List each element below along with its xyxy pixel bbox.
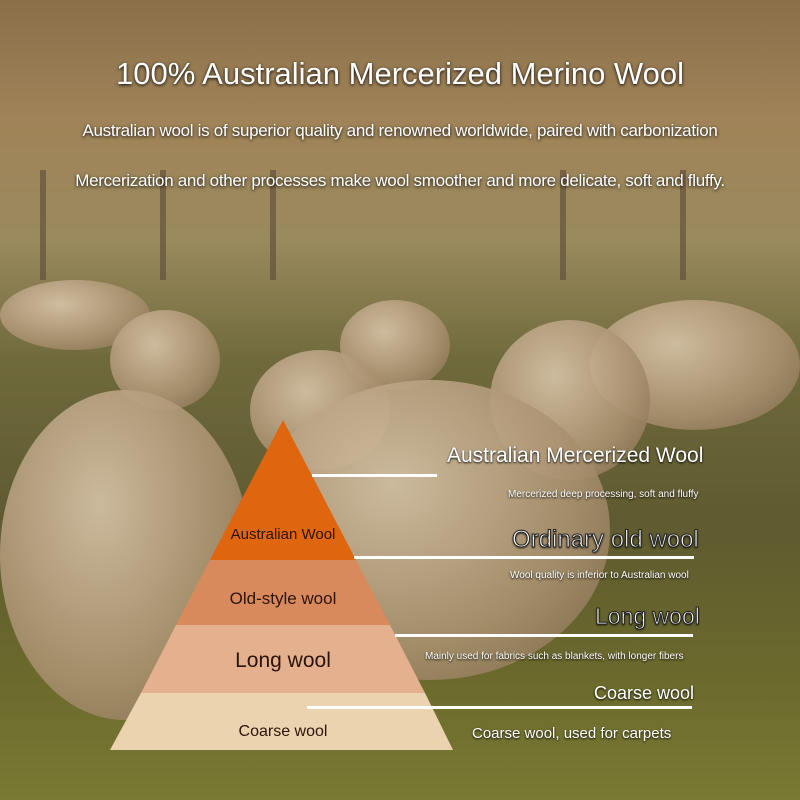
callout-desc: Mainly used for fabrics such as blankets…: [425, 651, 684, 662]
connector-line: [307, 706, 692, 709]
pyramid-label: Australian Wool: [230, 526, 336, 543]
pyramid-level-old-style: [176, 560, 390, 625]
pyramid-level-long: [141, 625, 425, 693]
subtitle-line-2: Mercerization and other processes make w…: [75, 171, 725, 190]
subtitle-line-1: Australian wool is of superior quality a…: [82, 121, 718, 140]
callout-title: Ordinary old wool: [512, 526, 700, 554]
connector-line: [354, 556, 694, 559]
fence-post: [680, 170, 686, 280]
fence-post: [270, 170, 276, 280]
connector-line: [395, 634, 693, 637]
callout-desc: Mercerized deep processing, soft and flu…: [508, 489, 699, 500]
pyramid-label: Coarse wool: [238, 723, 328, 740]
callout-title: Long wool: [595, 603, 701, 630]
callout-title: Coarse wool: [594, 683, 695, 703]
callout-desc: Wool quality is inferior to Australian w…: [510, 570, 689, 581]
pyramid-level-coarse: [110, 693, 453, 750]
pyramid-level-australian: [210, 420, 356, 560]
pyramid-label: Long wool: [235, 649, 331, 672]
fence-post: [40, 170, 46, 280]
fence-post: [160, 170, 166, 280]
fence-post: [560, 170, 566, 280]
connector-line: [312, 474, 437, 477]
pyramid-label: Old-style wool: [229, 589, 337, 608]
callout-title: Australian Mercerized Wool: [447, 444, 704, 467]
page-title: 100% Australian Mercerized Merino Wool: [115, 56, 685, 91]
callout-desc: Coarse wool, used for carpets: [472, 725, 672, 742]
